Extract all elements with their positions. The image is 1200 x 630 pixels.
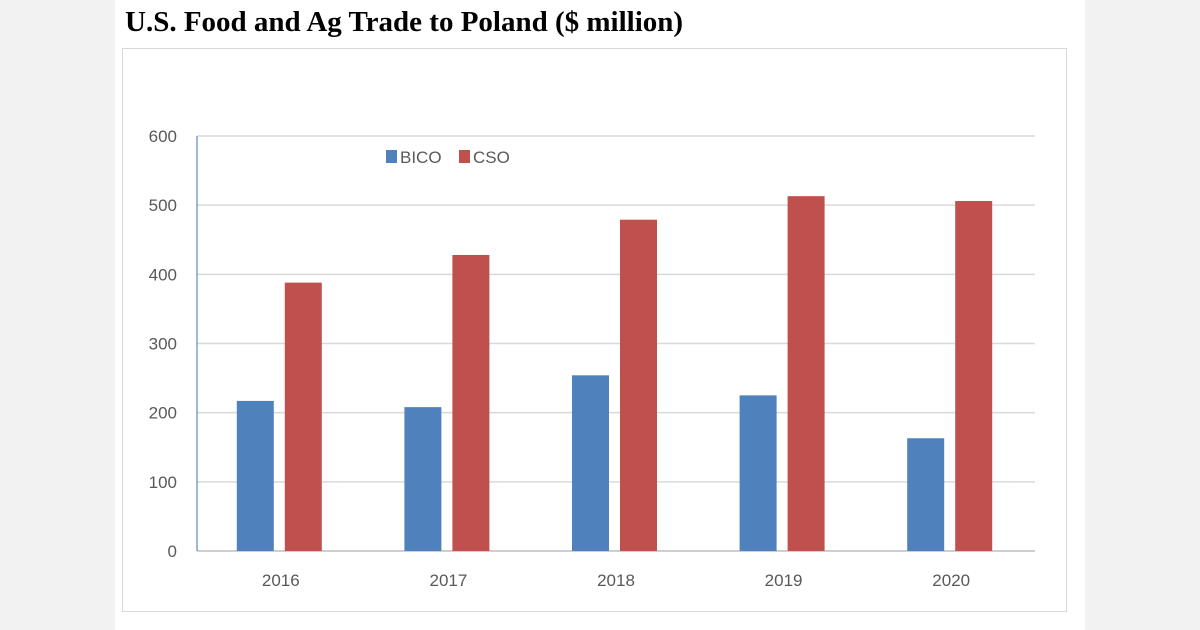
y-tick-label: 400 — [149, 265, 177, 284]
y-tick-label: 600 — [149, 127, 177, 146]
y-tick-label: 0 — [168, 542, 177, 561]
bar-bico-2020 — [907, 438, 945, 551]
legend-label: CSO — [473, 148, 510, 167]
bar-cso-2019 — [787, 196, 825, 552]
bar-bico-2016 — [236, 400, 274, 551]
y-tick-label: 500 — [149, 196, 177, 215]
x-tick-label: 2020 — [932, 571, 970, 590]
legend-label: BICO — [400, 148, 442, 167]
bar-cso-2020 — [955, 201, 993, 551]
bar-cso-2018 — [620, 219, 657, 552]
legend-swatch-cso — [459, 150, 470, 163]
x-tick-label: 2019 — [765, 571, 803, 590]
bar-bico-2018 — [572, 375, 609, 551]
bar-cso-2017 — [452, 254, 490, 551]
x-tick-label: 2016 — [262, 571, 300, 590]
chart-title: U.S. Food and Ag Trade to Poland ($ mill… — [125, 6, 684, 38]
bar-cso-2016 — [284, 282, 322, 551]
bar-bico-2019 — [739, 395, 777, 551]
y-tick-label: 100 — [149, 473, 177, 492]
legend-swatch-bico — [386, 150, 397, 163]
chart-frame — [122, 48, 1067, 612]
y-tick-label: 300 — [149, 335, 177, 354]
x-tick-label: 2018 — [597, 571, 635, 590]
bar-bico-2017 — [404, 407, 442, 551]
y-tick-label: 200 — [149, 404, 177, 423]
x-tick-label: 2017 — [429, 571, 467, 590]
